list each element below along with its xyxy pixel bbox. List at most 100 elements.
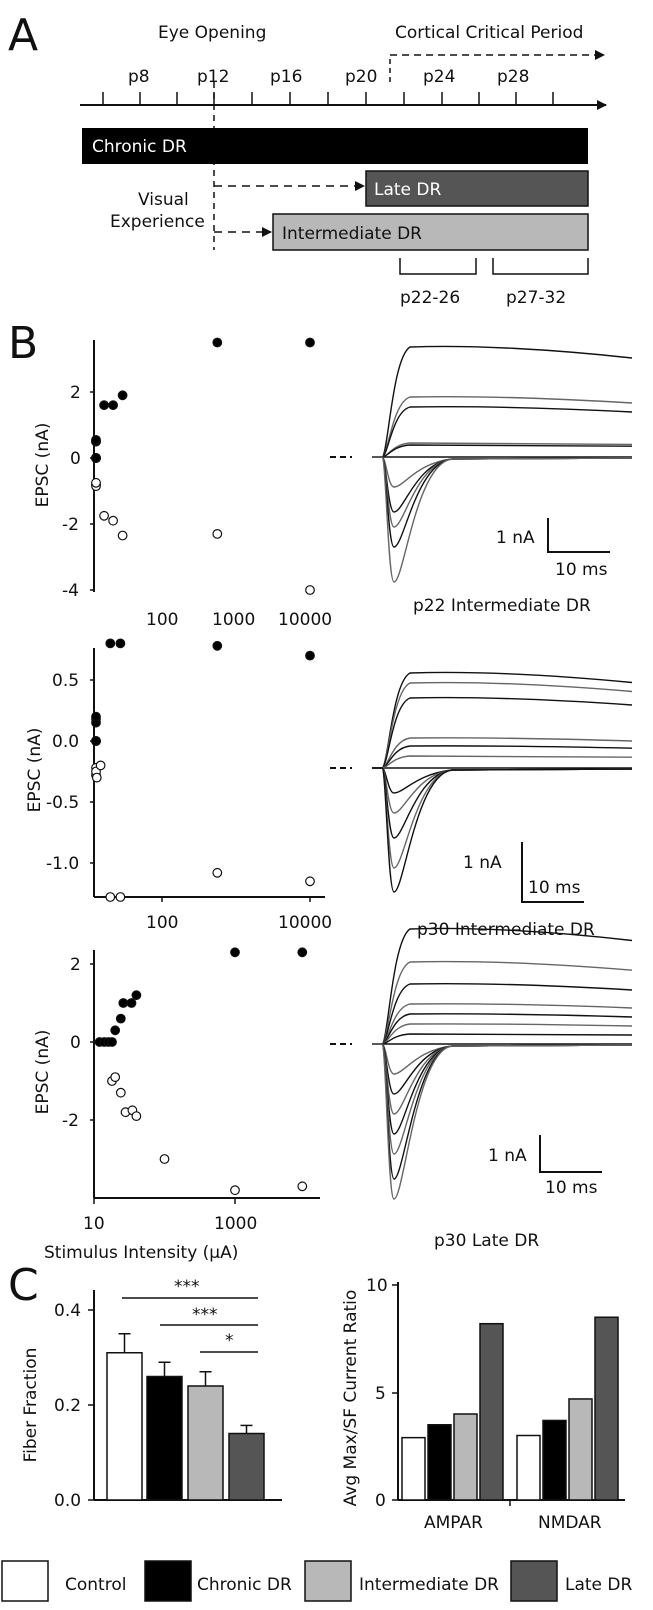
timeline-ticks — [102, 92, 554, 105]
scalebar-2: 1 nA 10 ms — [463, 842, 584, 903]
plot2-ytick-m10: -1.0 — [46, 854, 79, 874]
data-point-open — [117, 530, 128, 541]
sig-label-1: *** — [174, 1277, 200, 1297]
data-point-filled — [115, 1013, 126, 1024]
epsc-trace — [372, 456, 633, 583]
scatter-2-points — [91, 638, 315, 902]
epsc-trace — [372, 456, 633, 513]
scalebar2-x: 10 ms — [528, 878, 581, 898]
plot2-ytick-m05: -0.5 — [46, 793, 79, 813]
data-point-open — [115, 1087, 126, 1098]
data-point-filled — [91, 435, 101, 445]
ff-ytick-04: 0.4 — [54, 1301, 81, 1321]
bar-ampar-late-dr — [479, 1322, 504, 1501]
epsc-trace — [372, 767, 633, 893]
plot1-ytick-m4: -4 — [62, 581, 79, 601]
panel-b-letter: B — [8, 318, 38, 369]
data-point-filled — [297, 947, 308, 958]
cr-bars — [401, 1316, 619, 1501]
data-point-filled — [107, 1037, 117, 1047]
data-point-filled — [118, 998, 129, 1008]
bar-chronic-dr — [146, 1375, 183, 1501]
current-ratio-chart: 10 5 0 Avg Max/SF Current Ratio AMPAR NMD… — [341, 1276, 625, 1533]
bar-control — [106, 1352, 143, 1501]
epsc-trace — [372, 671, 633, 769]
epsc-trace — [372, 745, 633, 769]
tick-p20: p20 — [345, 67, 377, 87]
late-dr-label: Late DR — [374, 180, 442, 200]
cr-ytick-5: 5 — [375, 1384, 386, 1404]
tick-p16: p16 — [270, 67, 302, 87]
plot3-ylabel: EPSC (nA) — [33, 1030, 53, 1115]
legend-swatch-intermediate — [304, 1560, 352, 1602]
plot2-xtick-10000: 10000 — [278, 913, 332, 933]
data-point-open — [95, 760, 106, 771]
legend-swatch-chronic — [144, 1560, 192, 1602]
data-point-filled — [99, 400, 109, 411]
epsc-trace — [372, 396, 633, 458]
data-point-filled — [110, 1025, 121, 1036]
epsc-trace — [372, 755, 633, 769]
experience-label: Experience — [110, 212, 205, 232]
scalebar1-y: 1 nA — [496, 528, 535, 548]
legend-swatch-control — [1, 1560, 49, 1602]
epsc-trace — [372, 767, 633, 869]
data-point-open — [115, 892, 126, 902]
bar-late-dr — [228, 1432, 265, 1501]
plot1-ytick-m2: -2 — [62, 515, 79, 535]
data-point-filled — [126, 998, 137, 1008]
data-point-open — [305, 876, 315, 887]
data-point-filled — [305, 337, 315, 348]
range-p22-26: p22-26 — [400, 288, 460, 308]
epsc-trace — [372, 1003, 633, 1045]
plot1-ylabel: EPSC (nA) — [33, 423, 53, 508]
scalebar1-x: 10 ms — [555, 560, 608, 580]
epsc-trace — [372, 1013, 633, 1045]
legend-swatch-late — [510, 1560, 558, 1602]
tick-p24: p24 — [423, 67, 455, 87]
range-bracket-1 — [399, 258, 477, 275]
data-point-open — [91, 477, 101, 488]
epsc-trace — [372, 681, 633, 769]
bar-nmdar-control — [516, 1434, 541, 1501]
data-point-filled — [117, 390, 128, 401]
epsc-trace — [372, 927, 633, 1045]
plot1-xtick-10000: 10000 — [278, 610, 332, 630]
data-point-open — [131, 1111, 142, 1121]
panel-c: C 0.4 0.2 0.0 Fiber Fraction *** *** * — [1, 1260, 633, 1602]
plot3-xlabel: Stimulus Intensity (μA) — [44, 1243, 238, 1263]
epsc-trace — [372, 767, 633, 794]
cr-xtick-ampar: AMPAR — [424, 1513, 483, 1533]
ff-ylabel: Fiber Fraction — [21, 1348, 41, 1463]
scalebar3-x: 10 ms — [545, 1178, 598, 1198]
plot1-xtick-1000: 1000 — [212, 610, 255, 630]
epsc-trace — [372, 696, 633, 769]
sig-label-3: * — [225, 1331, 234, 1351]
epsc-trace — [372, 1043, 633, 1200]
epsc-trace — [372, 444, 633, 458]
range-bracket-2 — [492, 258, 589, 275]
cr-ytick-0: 0 — [375, 1491, 386, 1511]
bar-nmdar-chronic-dr — [542, 1419, 567, 1501]
plot2-ytick-05: 0.5 — [52, 671, 79, 691]
data-point-filled — [212, 337, 223, 348]
legend-label-chronic: Chronic DR — [197, 1575, 292, 1595]
late-dr-bar — [365, 170, 589, 207]
scatter-1-points — [91, 337, 315, 595]
scatter-plot-1: 2 0 -2 -4 EPSC (nA) 100 1000 10000 — [33, 337, 332, 630]
epsc-trace — [372, 767, 633, 814]
plot2-ylabel: EPSC (nA) — [25, 728, 45, 813]
epsc-trace — [372, 960, 633, 1045]
intermediate-dr-label: Intermediate DR — [282, 224, 422, 244]
scalebar-1: 1 nA 10 ms — [496, 518, 610, 580]
plot3-ytick-2: 2 — [70, 955, 81, 975]
data-point-open — [108, 515, 118, 526]
plot3-xtick-10: 10 — [83, 1214, 105, 1234]
data-point-open — [212, 529, 223, 539]
panel-a-letter: A — [8, 10, 38, 61]
plot2-ytick-00: 0.0 — [52, 732, 79, 752]
data-point-filled — [212, 640, 223, 651]
data-point-filled — [131, 990, 142, 1001]
data-point-filled — [305, 650, 315, 661]
scalebar-3: 1 nA 10 ms — [488, 1135, 602, 1198]
